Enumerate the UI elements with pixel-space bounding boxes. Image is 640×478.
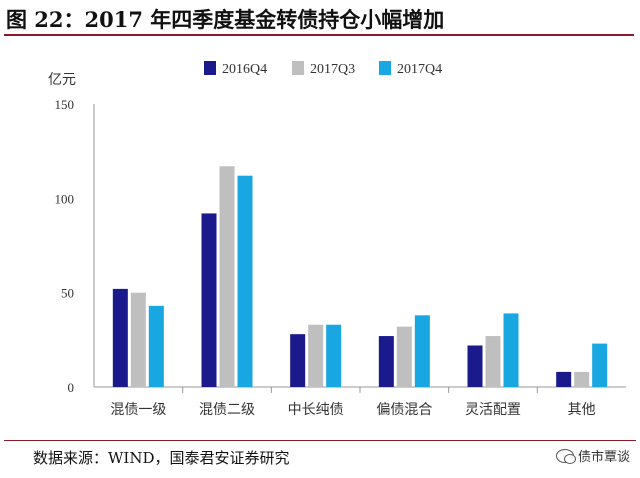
wechat-icon [555, 448, 576, 464]
bars [112, 166, 608, 387]
bar-chart: 亿元 2016Q4 2017Q3 2017Q4 0 50 100 150 混债一级 混债二级 中… [48, 61, 626, 418]
bar [378, 336, 394, 387]
y-tick-label: 50 [61, 286, 74, 301]
y-axis-unit-label: 亿元 [48, 72, 76, 88]
bar [326, 324, 342, 387]
x-category-label: 其他 [568, 402, 596, 418]
watermark: 债市覃谈 [555, 446, 630, 465]
legend-label: 2017Q4 [397, 62, 442, 77]
bar [592, 343, 608, 387]
bar [219, 166, 235, 387]
bar [485, 336, 501, 387]
legend-swatch [204, 61, 216, 75]
footer-divider [4, 440, 636, 441]
bar [396, 326, 412, 387]
bar [308, 324, 324, 387]
x-category-label: 灵活配置 [465, 402, 521, 418]
legend: 2016Q4 2017Q3 2017Q4 [204, 61, 442, 77]
x-category-label: 中长纯债 [288, 402, 344, 418]
bar [467, 345, 483, 387]
bar [148, 305, 164, 387]
title-divider [4, 34, 634, 36]
y-tick-label: 100 [55, 191, 75, 206]
bar [290, 334, 306, 387]
watermark-label: 债市覃谈 [577, 450, 630, 465]
figure-title: 图 22：2017 年四季度基金转债持仓小幅增加 [6, 7, 445, 32]
bar [556, 371, 572, 387]
legend-label: 2017Q3 [310, 62, 355, 77]
bar [237, 175, 253, 387]
x-category-label: 混债二级 [199, 402, 255, 418]
bar [503, 313, 519, 387]
bar [201, 213, 217, 387]
legend-swatch [379, 61, 391, 75]
bar [414, 315, 430, 387]
bar [112, 288, 128, 387]
x-category-label: 混债一级 [110, 402, 166, 418]
y-tick-label: 0 [68, 380, 75, 395]
bar [574, 371, 590, 387]
x-category-label: 偏债混合 [376, 402, 432, 418]
legend-swatch [292, 61, 304, 75]
data-source-note: 数据来源：WIND，国泰君安证券研究 [33, 449, 290, 467]
axes: 0 50 100 150 混债一级 混债二级 中长纯债 偏债混合 灵活配置 其他 [55, 97, 626, 418]
legend-label: 2016Q4 [222, 62, 267, 77]
y-tick-label: 150 [55, 97, 75, 112]
bar [130, 292, 146, 387]
